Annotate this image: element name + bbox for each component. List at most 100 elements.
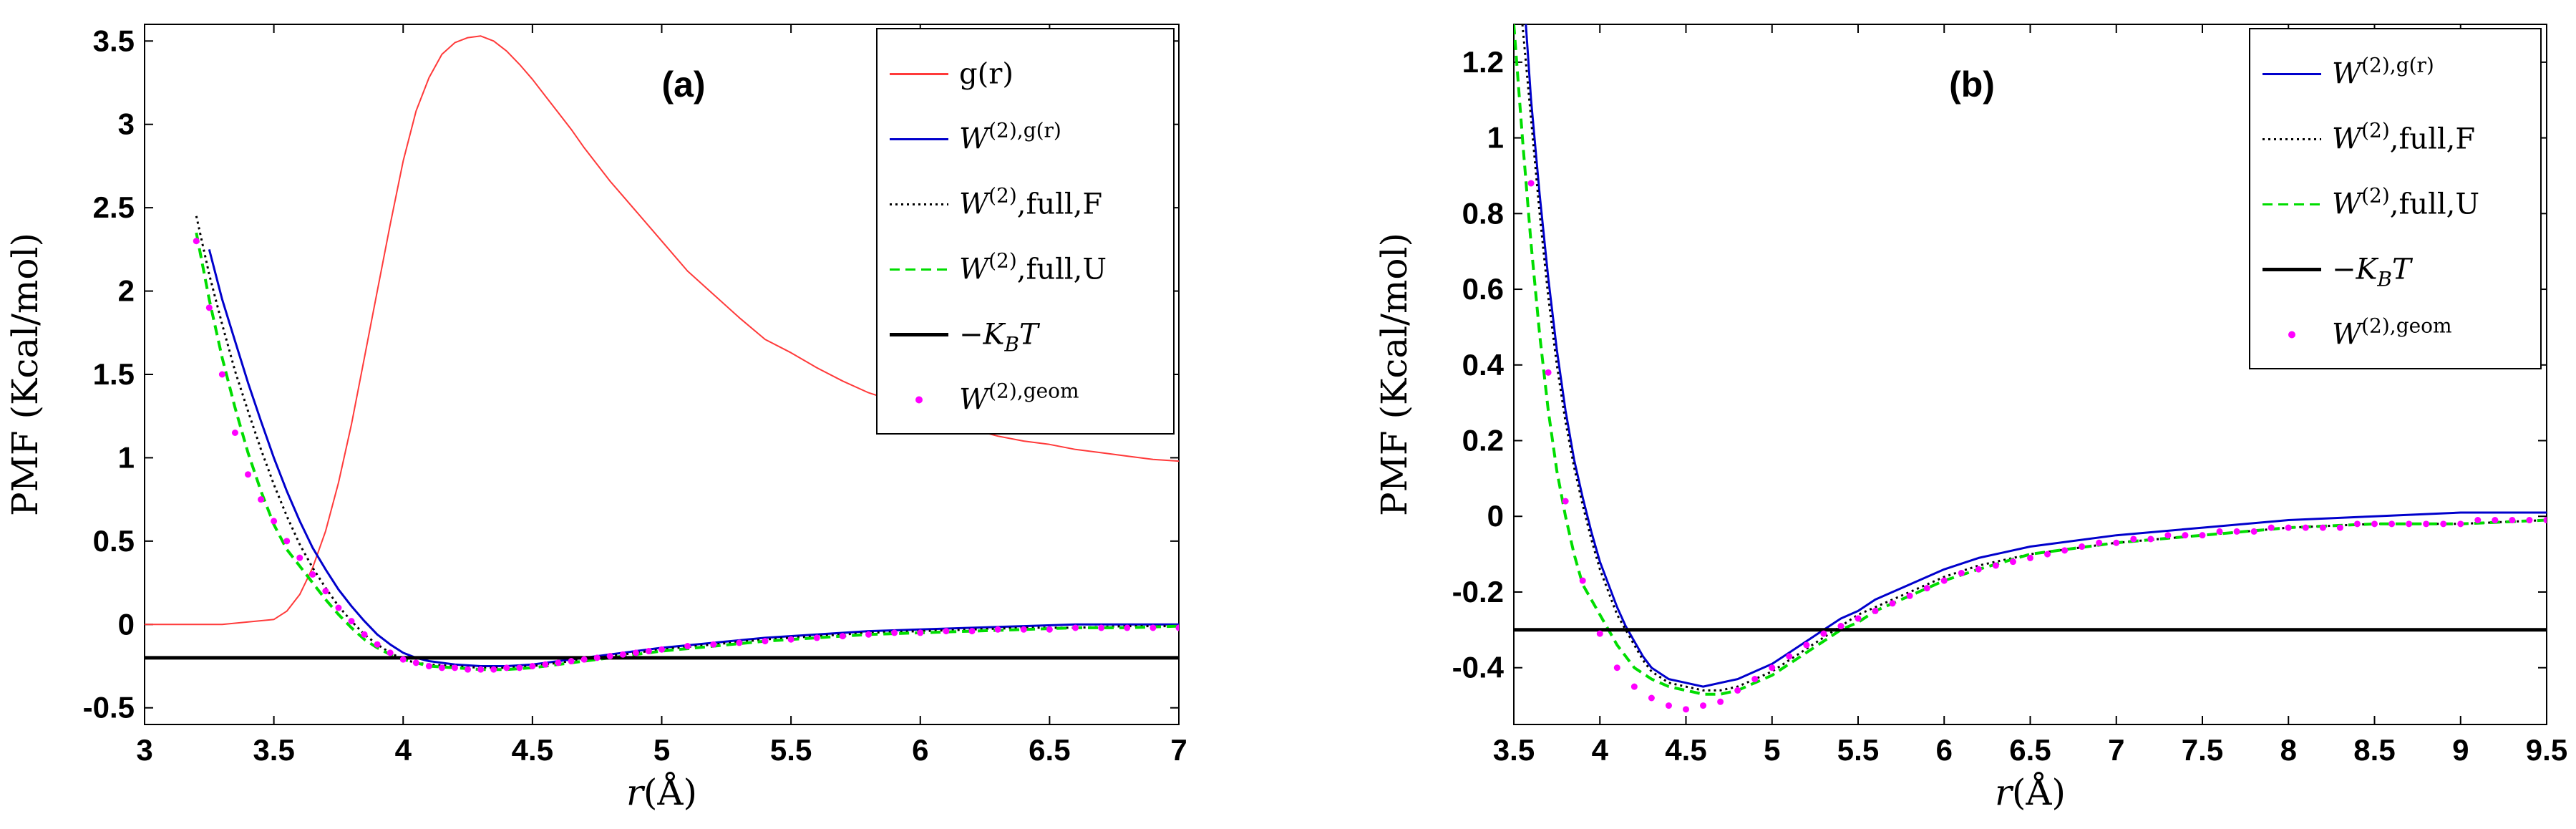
data-point [1046, 626, 1053, 633]
data-point [271, 518, 278, 525]
data-point [529, 663, 536, 669]
data-point [2336, 524, 2343, 531]
data-point [2199, 532, 2206, 539]
x-tick-label: 4 [1592, 733, 1609, 767]
legend-label: −KBT [2332, 253, 2414, 291]
data-point [1940, 577, 1948, 584]
x-tick-label: 3.5 [253, 733, 294, 767]
data-point [1889, 600, 1896, 607]
data-point [645, 648, 652, 655]
series-w-2-full-f [1521, 24, 2547, 692]
legend-label: W(2),full,F [2332, 119, 2475, 156]
panel-b: 3.5 4 4.5 5 5.5 6 6.5 7 7.5 8 8.5 9 9.5 -0.4 -0.2 0 0.2 0… [1374, 24, 2567, 813]
data-point [2457, 520, 2464, 528]
panel-label: (b) [1949, 64, 1995, 105]
data-point [2009, 558, 2016, 566]
data-point [452, 664, 458, 672]
data-point [1150, 624, 1157, 631]
data-point [1630, 683, 1638, 690]
y-tick-label: 1.5 [93, 357, 135, 391]
series-w-2-full-u [195, 232, 1179, 672]
data-point [1820, 630, 1827, 637]
series-group [145, 35, 1179, 673]
data-point [619, 651, 626, 658]
data-point [2353, 520, 2361, 528]
data-point [245, 471, 251, 478]
series-w-2-g-r- [1525, 24, 2547, 688]
data-point [1786, 653, 1793, 660]
x-tick-label: 4 [395, 733, 412, 767]
data-point [1665, 702, 1672, 709]
data-point [1734, 687, 1741, 694]
y-tick-label: -0.2 [1452, 575, 1504, 609]
data-point [296, 554, 303, 561]
data-point [2474, 517, 2482, 524]
legend: W(2),g(r) W(2),full,F W(2),full,U −KBT W(2),… [2249, 28, 2542, 369]
x-tick-label: 5 [653, 733, 670, 767]
y-tick-label: 0.2 [1462, 424, 1504, 457]
data-point [710, 641, 717, 648]
data-point [1751, 676, 1759, 683]
x-tick-label: 6 [912, 733, 928, 767]
data-point [1596, 630, 1603, 637]
legend-box [2249, 28, 2542, 369]
data-point [374, 641, 381, 648]
x-axis-label: r(Å) [626, 771, 697, 813]
data-point [503, 664, 510, 672]
data-point [490, 666, 497, 673]
data-point [2096, 539, 2103, 546]
data-point [2492, 517, 2499, 524]
data-point [593, 654, 601, 661]
series-w-2-geom [1527, 180, 2547, 713]
x-tick-label: 7.5 [2182, 733, 2223, 767]
y-tick-label: -0.4 [1452, 651, 1505, 684]
data-point [1579, 577, 1586, 584]
data-point [1906, 592, 1913, 599]
data-point [839, 633, 846, 640]
x-tick-label: 7 [1170, 733, 1187, 767]
x-tick-label: 6 [1936, 733, 1953, 767]
legend-label: W(2),full,F [959, 184, 1102, 221]
data-point [968, 628, 976, 635]
data-point [1837, 623, 1844, 630]
y-tick-label: 2 [118, 274, 135, 308]
data-point [1124, 624, 1131, 631]
x-tick-label: 5 [1764, 733, 1780, 767]
data-point [1717, 698, 1724, 705]
data-point [387, 649, 394, 656]
data-point [2061, 547, 2069, 554]
data-point [568, 658, 575, 665]
data-point [813, 634, 820, 641]
data-point [258, 496, 265, 503]
data-point [477, 666, 485, 673]
data-point [2388, 520, 2396, 528]
legend-label: W(2),full,U [2332, 184, 2479, 221]
series-group [1514, 24, 2547, 713]
panel-label: (a) [661, 64, 705, 105]
legend-swatch [2288, 331, 2295, 339]
data-point [736, 639, 743, 646]
data-point [1700, 702, 1707, 709]
data-point [1527, 180, 1535, 187]
legend-label: W(2),g(r) [959, 119, 1061, 156]
data-point [438, 664, 445, 672]
x-tick-label: 3.5 [1493, 733, 1535, 767]
y-tick-label: 0.6 [1462, 272, 1504, 306]
data-point [1958, 570, 1965, 577]
x-tick-label: 8 [2280, 733, 2297, 767]
data-point [412, 659, 419, 666]
data-point [1562, 498, 1569, 505]
data-point [1545, 369, 1552, 376]
y-tick-label: 1 [118, 440, 135, 474]
data-point [2164, 532, 2172, 539]
legend-label: W(2),full,U [959, 249, 1107, 286]
data-point [2302, 524, 2309, 531]
y-axis-label: PMF (Kcal/mol) [4, 233, 46, 516]
data-point [787, 636, 794, 643]
data-point [1072, 624, 1079, 631]
data-point [322, 588, 329, 595]
data-point [2250, 528, 2257, 535]
legend-label: W(2),geom [959, 379, 1079, 417]
data-point [1175, 624, 1179, 631]
data-point [2319, 524, 2326, 531]
